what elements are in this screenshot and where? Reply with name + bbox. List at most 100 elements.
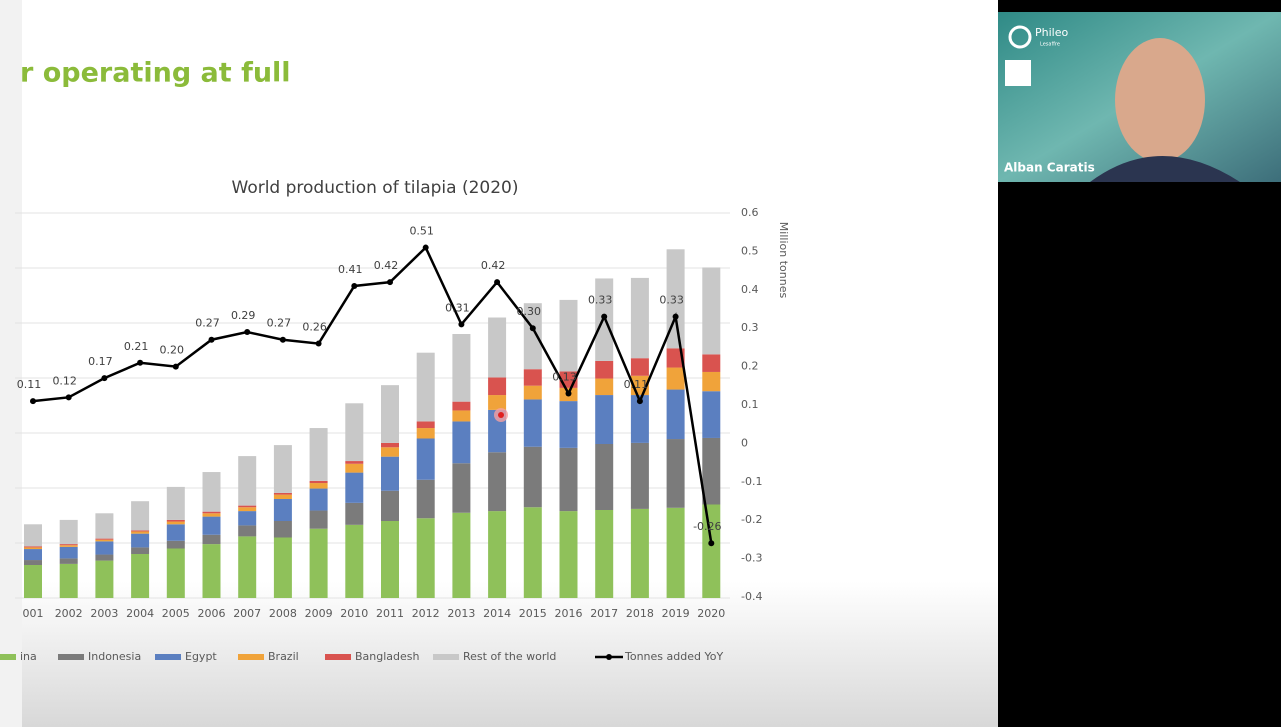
bar-segment — [273, 537, 292, 598]
line-point — [137, 359, 144, 366]
bar-segment — [238, 511, 257, 526]
x-tick-label: 2020 — [697, 607, 725, 620]
bar-segment — [131, 501, 150, 531]
data-label: 0.27 — [195, 317, 220, 330]
x-tick-label: 2013 — [447, 607, 475, 620]
bar-segment — [595, 360, 614, 379]
logo-text: Phileo — [1035, 26, 1068, 39]
bar-segment — [238, 536, 257, 598]
x-tick-label: 2015 — [519, 607, 547, 620]
bar-segment — [273, 499, 292, 521]
bar-segment — [309, 528, 328, 598]
bar-segment — [595, 510, 614, 598]
line-point — [387, 279, 393, 286]
legend-label: Indonesia — [88, 650, 141, 663]
data-label: 0.42 — [374, 259, 399, 272]
y2-tick-label: 0.3 — [741, 321, 759, 334]
bar-segment — [202, 511, 221, 514]
bar-segment — [630, 508, 649, 598]
data-label: -0.26 — [693, 520, 721, 533]
bar-segment — [95, 560, 114, 598]
line-point — [458, 321, 465, 328]
bar-segment — [381, 490, 399, 521]
y2-tick-label: -0.2 — [741, 513, 762, 526]
y2-tick-label: 0.1 — [741, 398, 759, 411]
x-tick-label: 2010 — [340, 607, 368, 620]
bar-segment — [559, 401, 578, 448]
x-tick-label: 2016 — [555, 607, 583, 620]
bar-segment — [95, 554, 114, 561]
bar-segment — [416, 518, 435, 598]
legend-swatch — [58, 654, 84, 660]
legend-label: Brazil — [268, 650, 299, 663]
bar-segment — [666, 439, 685, 508]
x-tick-label: 2009 — [305, 607, 333, 620]
x-tick-label: 2017 — [590, 607, 618, 620]
bar-segment — [630, 442, 649, 509]
line-point — [315, 340, 322, 347]
data-label: 0.31 — [445, 301, 470, 314]
data-label: 0.26 — [302, 321, 327, 334]
pointer-dot — [498, 412, 504, 418]
bar-segment — [24, 546, 42, 548]
data-label: 0.21 — [124, 340, 149, 353]
chart: World production of tilapia (2020) Milli… — [0, 178, 790, 663]
x-tick-label: 2005 — [162, 607, 190, 620]
bar-segment — [452, 421, 471, 464]
bar-segment — [202, 472, 221, 512]
bar-segment — [273, 492, 292, 495]
bar-segment — [238, 525, 257, 537]
bar-segment — [523, 399, 542, 447]
bar-segment — [24, 547, 42, 550]
participant-shirt — [1090, 156, 1240, 182]
bar-segment — [345, 472, 364, 503]
bar-segment — [95, 539, 114, 542]
bar-segment — [559, 299, 578, 372]
slide-title: r operating at full — [20, 58, 291, 89]
y2-tick-label: 0.5 — [741, 244, 759, 257]
bar-segment — [95, 538, 114, 540]
bar-segment — [202, 534, 221, 545]
bar-segment — [202, 544, 221, 598]
line-point — [565, 390, 572, 397]
line-point — [208, 336, 215, 343]
x-tick-label: 2008 — [269, 607, 297, 620]
bar-segment — [345, 403, 364, 462]
bar-segment — [630, 358, 649, 376]
bar-segment — [452, 410, 471, 422]
y2-tick-label: 0 — [741, 436, 748, 449]
line-point — [708, 540, 715, 547]
line-point — [279, 336, 286, 343]
bar-segment — [131, 554, 150, 598]
bar-segment — [452, 401, 471, 411]
data-label: 0.30 — [517, 305, 542, 318]
y2-tick-label: -0.3 — [741, 552, 762, 565]
bar-segment — [523, 446, 542, 508]
legend-label: Tonnes added YoY — [624, 650, 723, 663]
line-point — [351, 282, 358, 289]
bar-segment — [559, 447, 578, 512]
bar-segment — [416, 479, 435, 519]
bar-segment — [202, 513, 221, 517]
bar-segment — [24, 560, 42, 565]
bar-segment — [523, 303, 542, 370]
line-point — [672, 313, 679, 320]
logo-mark — [1008, 25, 1032, 49]
bar-segment — [309, 428, 328, 481]
bar-segment — [131, 533, 150, 548]
bar-segment — [559, 511, 578, 598]
line-point — [494, 279, 501, 286]
y2-tick-label: -0.1 — [741, 475, 762, 488]
legend-swatch — [155, 654, 181, 660]
bar-segment — [666, 507, 685, 598]
legend-swatch — [238, 654, 264, 660]
x-tick-label: 001 — [23, 607, 44, 620]
bar-segment — [59, 544, 78, 546]
data-label: 0.27 — [267, 317, 292, 330]
bar-segment — [59, 558, 78, 564]
x-tick-label: 2019 — [662, 607, 690, 620]
bar-segment — [595, 444, 614, 510]
line-point — [101, 375, 108, 382]
